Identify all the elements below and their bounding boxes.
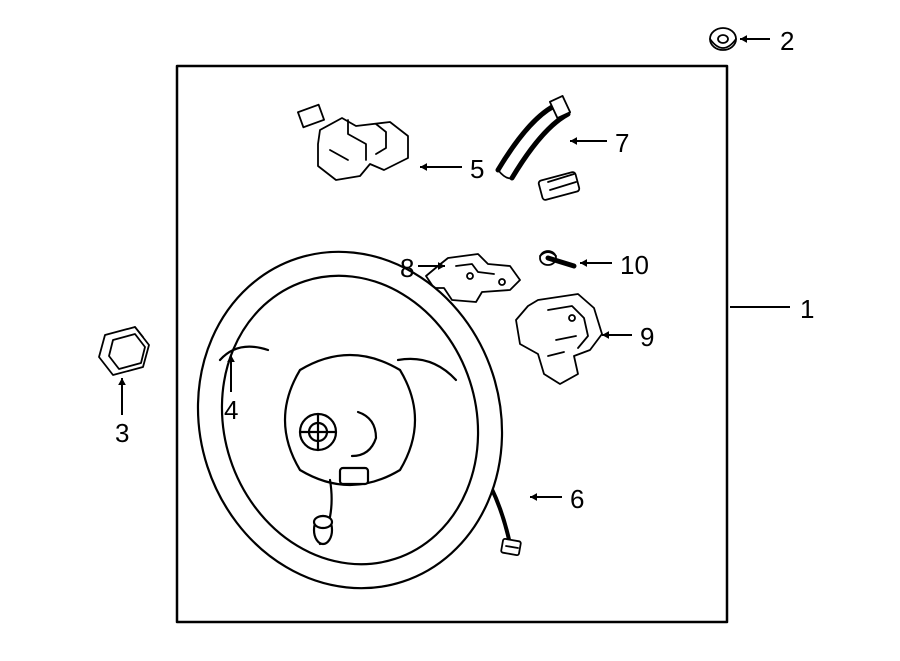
label-3: 3 bbox=[115, 418, 129, 449]
diagram-svg bbox=[0, 0, 900, 661]
label-2: 2 bbox=[780, 26, 794, 57]
part-9-bracket bbox=[516, 294, 602, 384]
part-2-nut bbox=[710, 28, 736, 50]
label-8: 8 bbox=[400, 253, 414, 284]
label-9: 9 bbox=[640, 322, 654, 353]
part-3-clip bbox=[99, 327, 149, 375]
part-10-bolt bbox=[540, 251, 574, 266]
label-5: 5 bbox=[470, 154, 484, 185]
label-4: 4 bbox=[224, 395, 238, 426]
label-1: 1 bbox=[800, 294, 814, 325]
part-7-harness bbox=[498, 96, 580, 201]
part-5-connector bbox=[298, 105, 408, 180]
label-7: 7 bbox=[615, 128, 629, 159]
parts-diagram: 1 2 3 4 5 6 7 8 9 10 bbox=[0, 0, 900, 661]
label-10: 10 bbox=[620, 250, 649, 281]
label-6: 6 bbox=[570, 484, 584, 515]
